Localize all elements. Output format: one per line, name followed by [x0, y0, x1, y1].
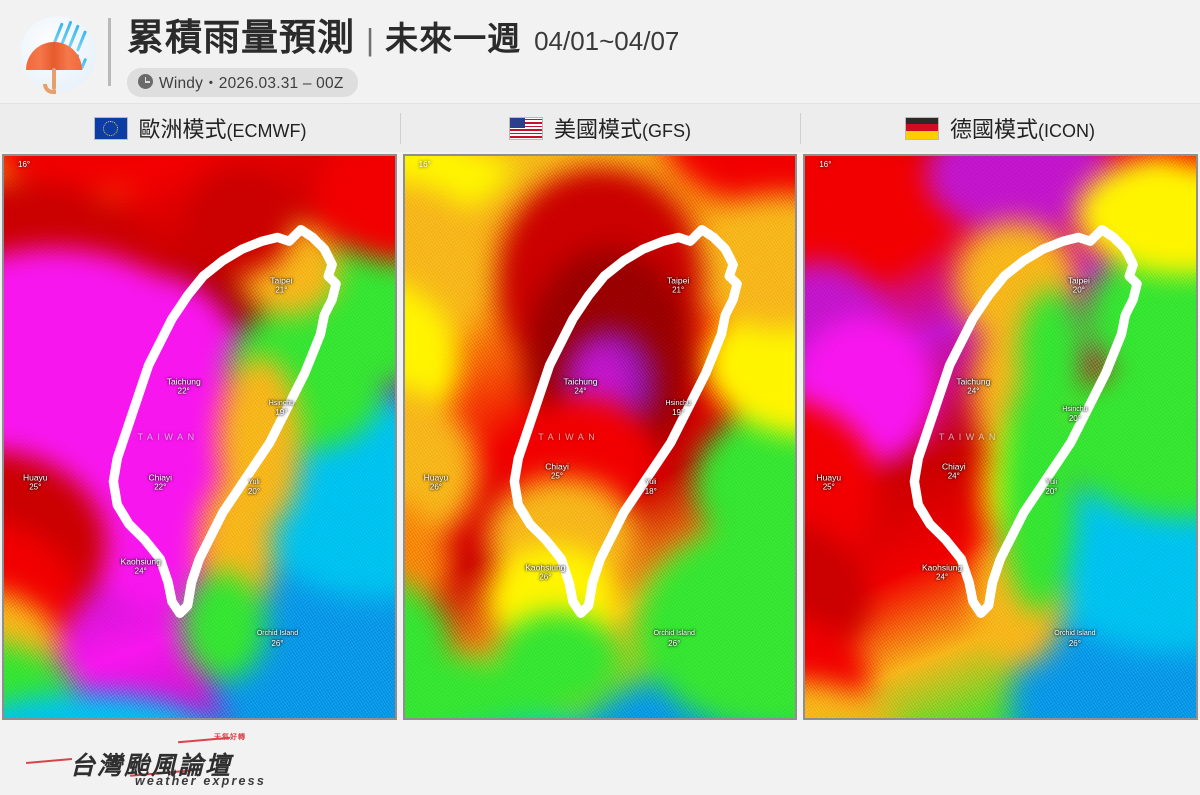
brand-name-zh: 台灣颱風論壇 [70, 752, 233, 780]
date-range: 04/01~04/07 [534, 25, 680, 56]
corner-temp: 16° [418, 160, 431, 169]
model-label-gfs: 美國模式(GFS) [553, 117, 691, 142]
title-main: 累積雨量預測 [127, 16, 355, 58]
country-label: TAIWAN [137, 432, 199, 442]
page-title: 累積雨量預測 | 未來一週 04/01~04/07 [127, 7, 679, 61]
brand-logo: 天氣好轉 台灣颱風論壇 weather express [18, 730, 318, 788]
header: 累積雨量預測 | 未來一週 04/01~04/07 Windy・2026.03.… [0, 0, 1200, 103]
brand-name-en: weather express [135, 774, 266, 788]
us-flag-icon [508, 116, 543, 140]
footer: 天氣好轉 台灣颱風論壇 weather express 01550130300 … [0, 720, 1200, 795]
model-label-bar: 歐洲模式(ECMWF) 美國模式(GFS) 德國模式(ICON) [0, 103, 1200, 152]
map-panel-ecmwf[interactable]: 16° TAIWAN Taipei 21° Taichung 22° Chiayi 2… [2, 154, 397, 720]
eu-flag-icon [93, 116, 128, 140]
clock-icon [138, 74, 153, 89]
model-tab-gfs[interactable]: 美國模式(GFS) [400, 104, 800, 152]
corner-temp: 16° [18, 160, 31, 169]
umbrella-rain-icon [12, 10, 98, 96]
model-label-icon: 德國模式(ICON) [949, 117, 1095, 142]
country-label: TAIWAN [538, 432, 600, 442]
map-panels: 16° TAIWAN Taipei 21° Taichung 22° Chiayi 2… [0, 152, 1200, 720]
model-label-ecmwf: 歐洲模式(ECMWF) [138, 117, 307, 142]
model-tab-ecmwf[interactable]: 歐洲模式(ECMWF) [0, 104, 400, 152]
brand-tagline: 天氣好轉 [214, 734, 246, 741]
source-badge: Windy・2026.03.31 – 00Z [127, 67, 359, 97]
source-text: Windy・2026.03.31 – 00Z [159, 74, 344, 92]
corner-temp: 16° [819, 160, 832, 169]
header-divider [108, 17, 111, 86]
map-panel-gfs[interactable]: 16° TAIWAN Taipei 21° Taichung 24° Chiayi 2… [402, 154, 798, 720]
title-separator: | [366, 21, 375, 57]
title-subtitle: 未來一週 [385, 19, 522, 57]
map-panel-icon[interactable]: 16° TAIWAN Taipei 20° Taichung 24° Chiayi 2… [803, 154, 1199, 720]
country-label: TAIWAN [938, 432, 1000, 442]
brand-rule [26, 757, 72, 765]
de-flag-icon [904, 116, 939, 140]
model-tab-icon[interactable]: 德國模式(ICON) [800, 104, 1200, 152]
